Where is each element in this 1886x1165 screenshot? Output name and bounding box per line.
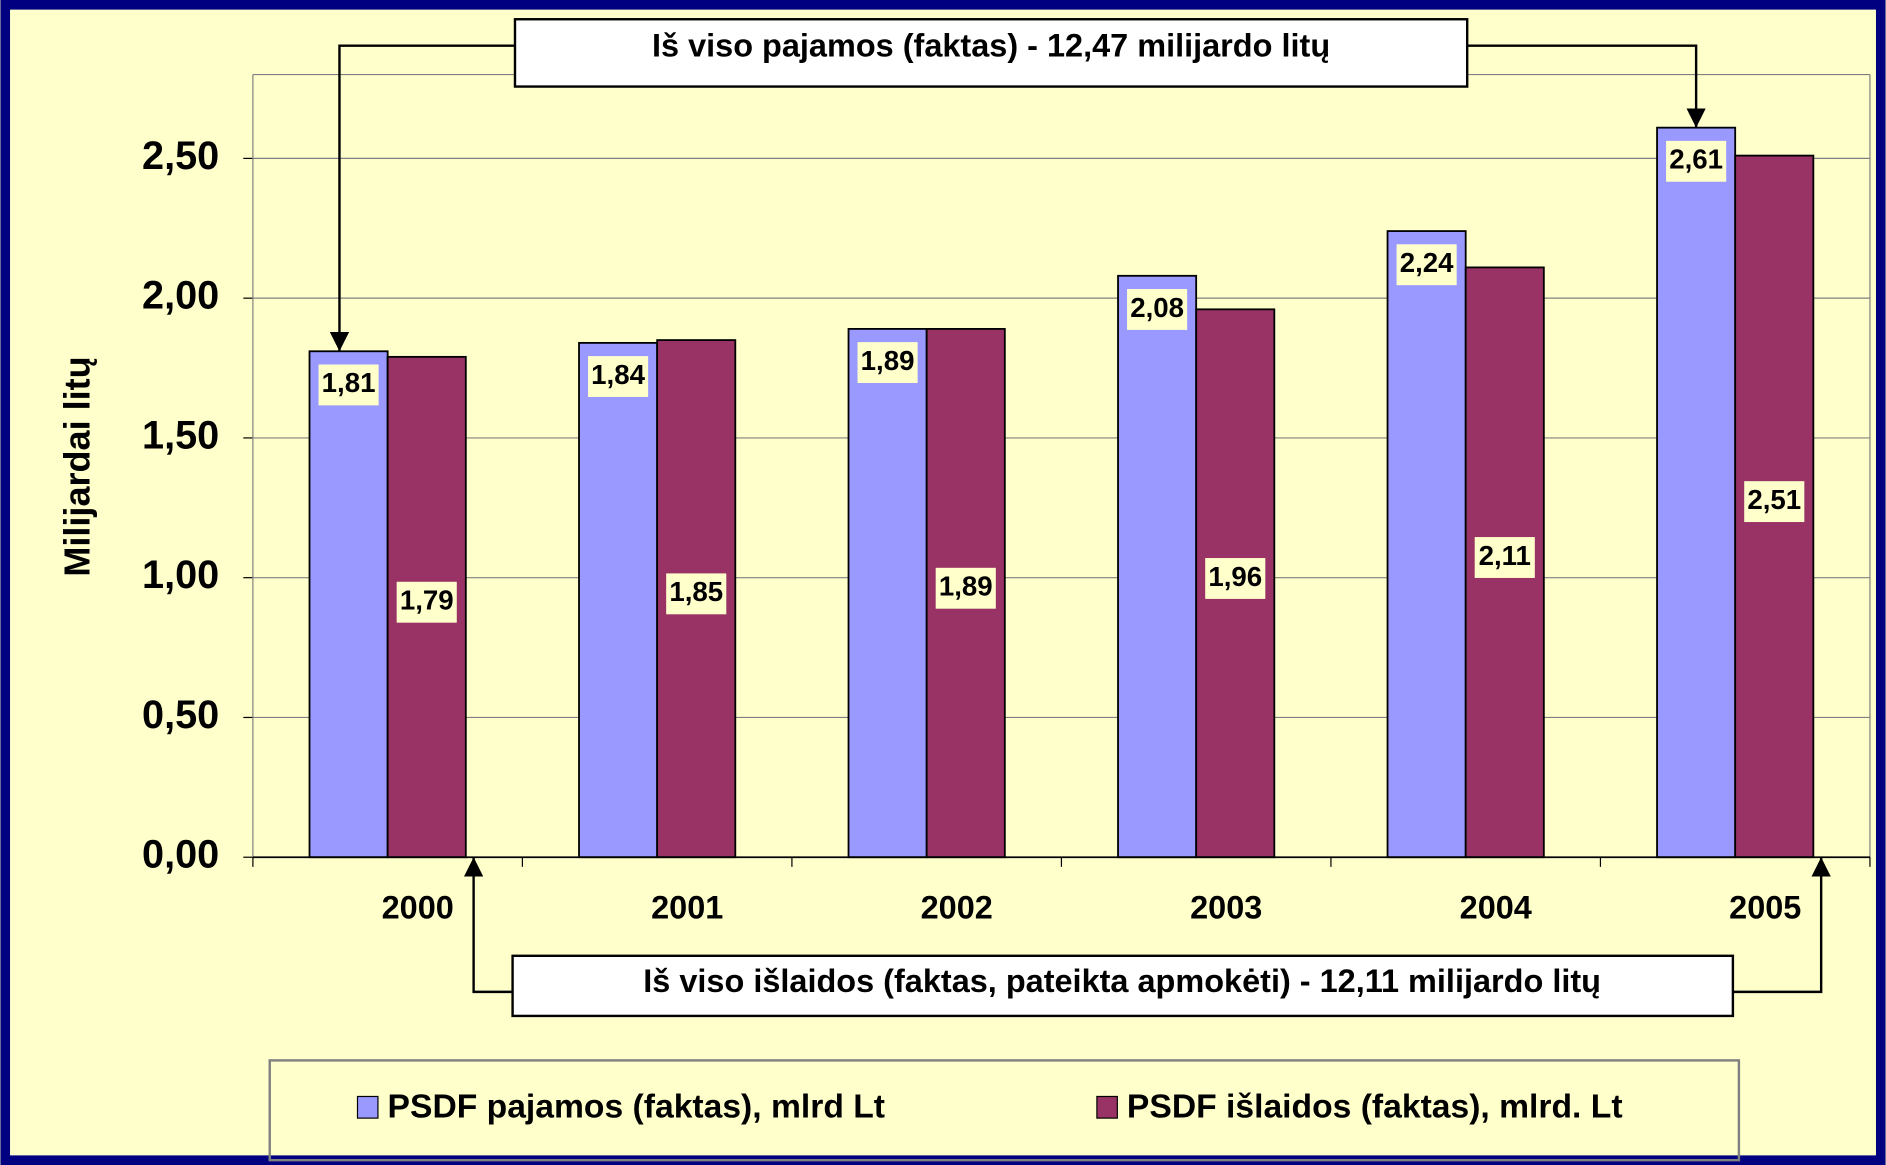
arrow [463, 857, 513, 994]
legend-swatch [1096, 1095, 1118, 1119]
value-label-bg [1744, 481, 1805, 523]
x-tick-label: 2002 [921, 890, 993, 926]
bar [308, 350, 389, 859]
annotation-box [513, 18, 1469, 88]
value-label-bg [1205, 558, 1266, 599]
legend-label: PSDF išlaidos (faktas), mlrd. Lt [1127, 1088, 1623, 1125]
arrow [1732, 857, 1831, 994]
arrow [1467, 44, 1706, 128]
value-label: 1,89 [939, 571, 993, 602]
value-label-bg [935, 567, 996, 609]
value-label: 2,51 [1747, 484, 1801, 515]
legend-label: PSDF pajamos (faktas), mlrd Lt [388, 1088, 885, 1125]
x-tick-label: 2000 [382, 890, 454, 926]
x-tick-label: 2001 [651, 890, 723, 926]
value-label: 1,81 [322, 367, 376, 398]
bar [1117, 274, 1198, 859]
y-tick-label: 1,50 [142, 413, 219, 457]
value-label-bg [1474, 537, 1535, 578]
y-tick-label: 1,00 [142, 553, 219, 597]
value-label-bg [1396, 244, 1457, 286]
x-tick-label: 2004 [1460, 890, 1532, 926]
annotation: Iš viso pajamos (faktas) - 12,47 milijar… [652, 28, 1330, 64]
bar [578, 341, 659, 859]
value-label: 1,85 [669, 576, 723, 607]
bar [1386, 230, 1467, 859]
value-label-bg [666, 573, 727, 615]
value-label-bg [857, 342, 918, 384]
bar [1656, 126, 1737, 859]
value-label: 2,11 [1479, 540, 1531, 571]
y-tick-label: 2,50 [142, 134, 219, 178]
bar [847, 328, 928, 859]
value-label-bg [318, 364, 379, 406]
y-tick-label: 0,00 [142, 833, 219, 877]
x-tick-label: 2003 [1190, 890, 1262, 926]
value-label-bg [1127, 289, 1188, 330]
value-label: 2,61 [1669, 144, 1723, 175]
value-label-bg [396, 581, 457, 623]
y-tick-label: 0,50 [142, 693, 219, 737]
arrow [329, 44, 515, 352]
value-label: 1,96 [1208, 561, 1262, 592]
value-label: 1,89 [861, 345, 915, 376]
value-label: 1,84 [591, 359, 645, 390]
value-label-bg [588, 356, 649, 397]
legend-box [268, 1059, 1741, 1162]
y-tick-label: 2,00 [142, 274, 219, 318]
annotation: Iš viso išlaidos (faktas, pateikta apmok… [643, 963, 1601, 999]
annotation-box [511, 954, 1735, 1018]
value-label: 2,08 [1130, 292, 1184, 323]
x-tick-label: 2005 [1729, 890, 1801, 926]
value-label: 2,24 [1400, 247, 1454, 278]
value-label: 1,79 [400, 585, 454, 616]
y-axis-label: Milijardai litų [56, 356, 97, 576]
value-label-bg [1666, 140, 1727, 182]
legend-swatch [356, 1095, 379, 1119]
